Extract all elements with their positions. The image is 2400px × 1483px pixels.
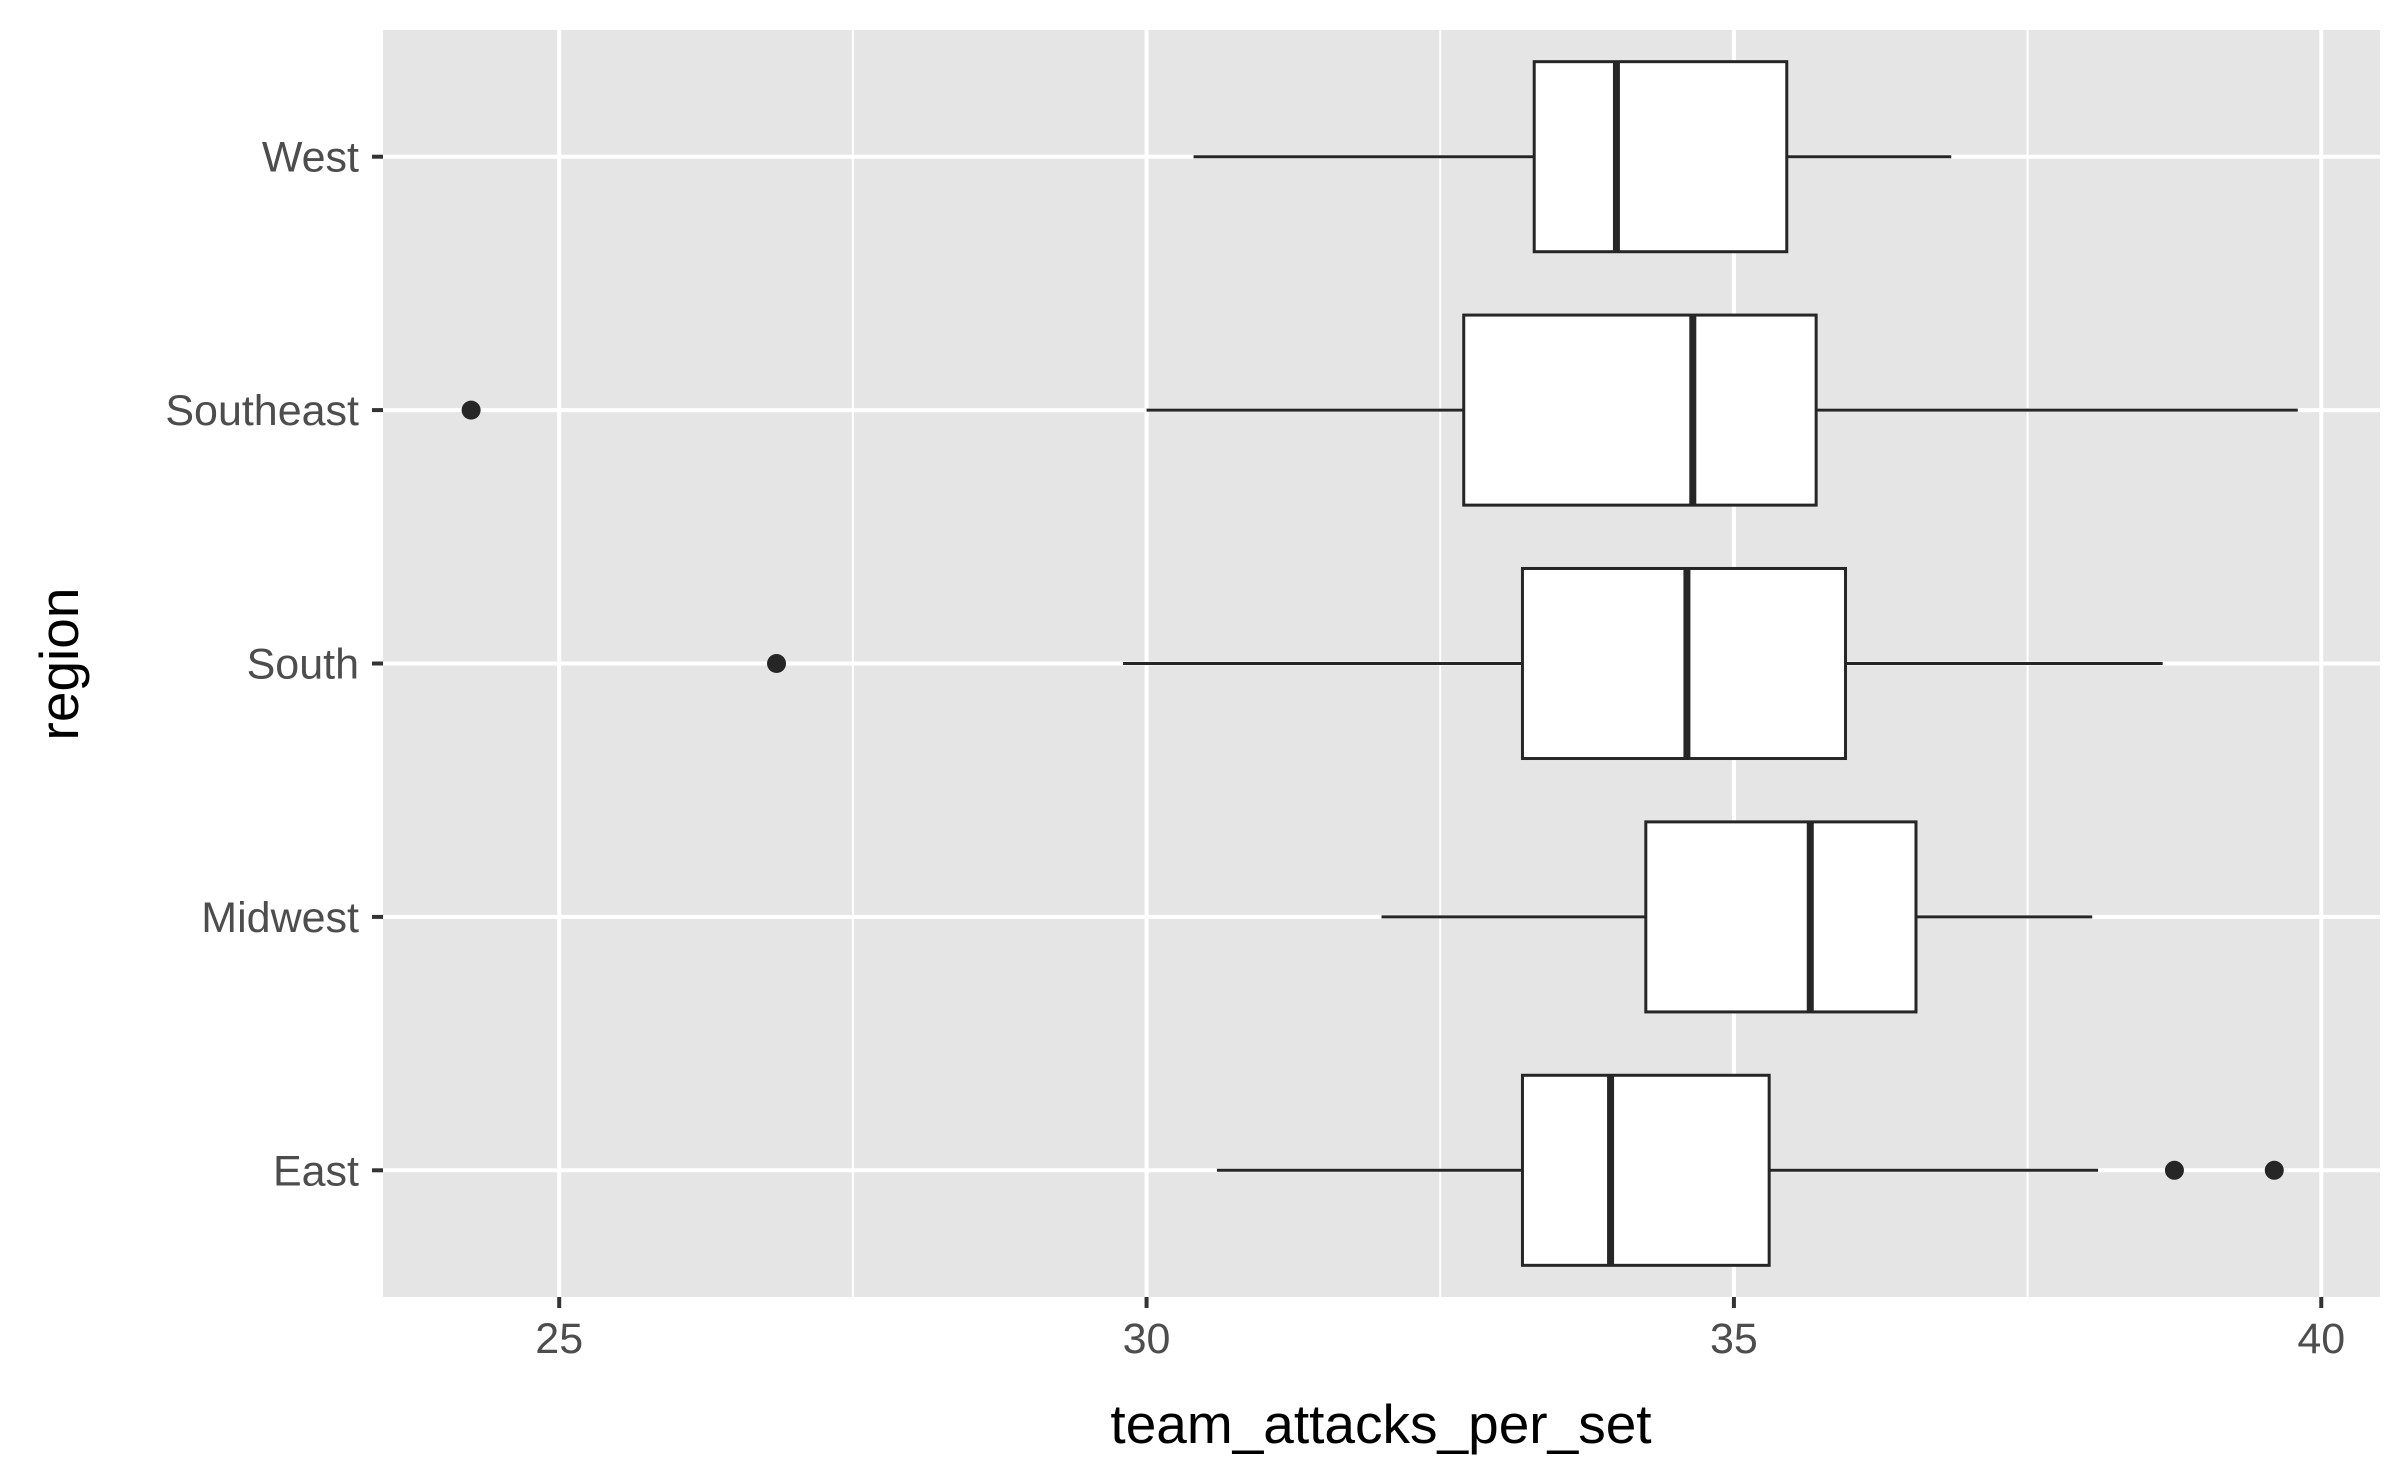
y-tick-label: South	[247, 641, 359, 689]
box-south	[767, 566, 2163, 761]
outlier-point	[767, 654, 787, 673]
box-iqr	[1462, 313, 1818, 507]
axis-ticks	[372, 154, 2324, 1308]
box-east	[1217, 1073, 2284, 1267]
y-tick-label: Midwest	[201, 894, 359, 942]
box-iqr	[1532, 60, 1789, 254]
x-axis-title: team_attacks_per_set	[1110, 1393, 1651, 1455]
boxes	[461, 60, 2298, 1267]
box-southeast	[461, 313, 2298, 507]
x-tick-label: 40	[2297, 1315, 2345, 1363]
y-tick-labels: East Midwest South Southeast West	[165, 134, 359, 1196]
x-tick-label: 30	[1123, 1315, 1171, 1363]
y-tick-label: Southeast	[165, 387, 359, 435]
outlier-point	[461, 400, 481, 420]
box-iqr	[1644, 820, 1918, 1014]
box-west	[1193, 60, 1952, 254]
box-midwest	[1381, 820, 2093, 1014]
box-iqr	[1520, 1073, 1771, 1267]
y-tick-label: East	[273, 1147, 359, 1195]
x-tick-label: 25	[535, 1315, 583, 1363]
x-tick-label: 35	[1710, 1315, 1758, 1363]
y-tick-label: West	[262, 134, 359, 182]
outlier-point	[2164, 1160, 2184, 1180]
y-axis-title: region	[28, 588, 90, 741]
x-tick-labels: 25 30 35 40	[535, 1315, 2345, 1363]
outlier-point	[2264, 1160, 2284, 1180]
